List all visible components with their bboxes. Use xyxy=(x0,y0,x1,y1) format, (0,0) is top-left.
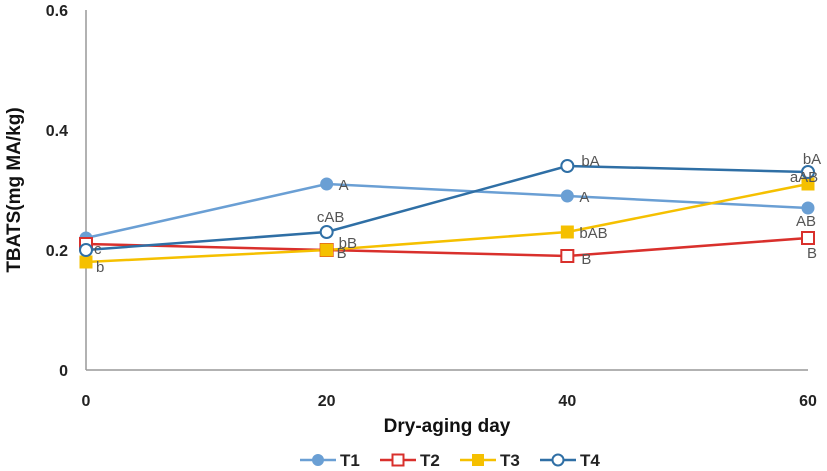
data-label-t2-2: B xyxy=(581,251,591,268)
data-point-t4-2 xyxy=(560,159,575,173)
x-tick-label-0: 0 xyxy=(82,393,91,410)
legend: T1 T2 T3 T4 xyxy=(300,451,600,470)
legend-item-t3: T3 xyxy=(460,451,520,470)
series-line-t1 xyxy=(85,182,809,240)
legend-label-t4: T4 xyxy=(580,451,600,470)
data-point-t4-3 xyxy=(801,165,815,179)
data-label-t1-1: A xyxy=(339,177,349,194)
x-tick-label-1: 20 xyxy=(318,393,336,410)
legend-item-t4: T4 xyxy=(540,451,600,470)
x-tick-label-3: 60 xyxy=(799,393,817,410)
data-label-t1-3: AB xyxy=(796,213,816,230)
legend-label-t2: T2 xyxy=(420,451,440,470)
legend-label-t3: T3 xyxy=(500,451,520,470)
y-tick-label-0: 0 xyxy=(59,363,68,380)
data-label-t1-2: A xyxy=(579,189,589,206)
series-data-labels: A A AB B B Bb bB bAB aAB c cAB bA bA xyxy=(94,151,821,276)
data-point-t1-1 xyxy=(320,177,334,191)
data-point-t4-0 xyxy=(79,243,93,257)
legend-label-t1: T1 xyxy=(340,451,360,470)
data-point-t2-3 xyxy=(801,231,815,245)
data-label-t2-3: B xyxy=(807,245,817,262)
data-label-t4-2: bA xyxy=(581,153,599,170)
series-line-t4 xyxy=(85,164,809,252)
legend-item-t2: T2 xyxy=(380,451,440,470)
data-point-t3-1 xyxy=(320,243,334,257)
data-point-t3-0 xyxy=(79,255,93,269)
x-axis-title: Dry-aging day xyxy=(384,416,511,437)
data-point-t3-2 xyxy=(560,225,574,239)
y-axis-title: TBATS(mg MA/kg) xyxy=(4,107,25,272)
series-line-t2 xyxy=(85,236,809,258)
data-label-t4-3: bA xyxy=(803,151,821,168)
legend-marker-t4 xyxy=(551,453,565,467)
data-point-t1-3 xyxy=(801,201,815,215)
x-tick-label-2: 40 xyxy=(558,393,576,410)
series-line-t3 xyxy=(85,182,809,264)
data-label-t3-2: bAB xyxy=(579,225,607,242)
series-markers xyxy=(79,159,815,269)
data-label-t3-0: b xyxy=(96,259,104,276)
data-label-t3-3: aAB xyxy=(790,169,818,186)
data-point-t1-2 xyxy=(560,189,574,203)
data-point-t4-1 xyxy=(319,225,334,239)
legend-marker-t2 xyxy=(391,453,405,467)
data-label-t4-1: cAB xyxy=(317,209,345,226)
legend-item-t1: T1 xyxy=(300,451,360,470)
data-point-t2-2 xyxy=(560,249,575,263)
data-label-t2-1: B xyxy=(337,245,347,262)
x-tick-labels: 0 20 40 60 xyxy=(82,393,817,410)
y-tick-labels: 0 0.2 0.4 0.6 xyxy=(46,3,68,380)
y-tick-label-3: 0.6 xyxy=(46,3,68,20)
axes xyxy=(85,10,808,371)
y-tick-label-1: 0.2 xyxy=(46,243,68,260)
legend-marker-t3 xyxy=(472,454,484,466)
series-lines xyxy=(85,164,809,264)
y-tick-label-2: 0.4 xyxy=(46,123,68,140)
data-label-t4-0: c xyxy=(94,241,102,258)
data-label-t3-1: bB xyxy=(339,235,357,252)
legend-marker-t1 xyxy=(312,454,324,466)
